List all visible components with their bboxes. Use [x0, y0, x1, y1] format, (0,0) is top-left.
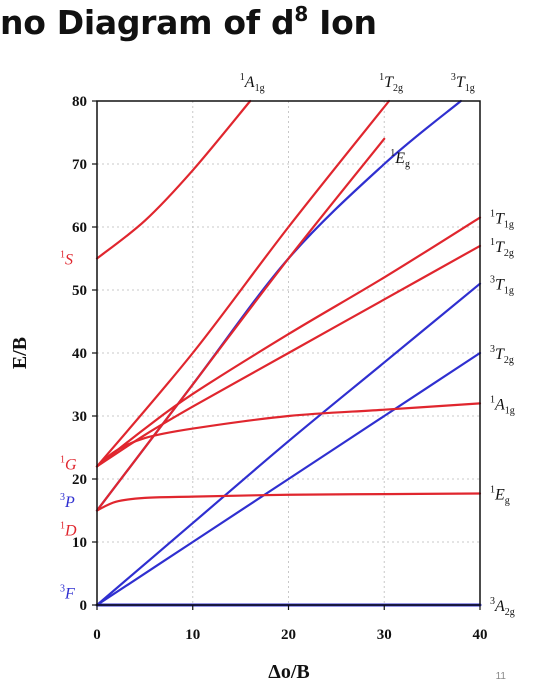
series-line-3T1g	[95, 282, 482, 607]
slide-number: 11	[495, 671, 506, 682]
series-line-1A1g	[95, 99, 252, 260]
state-label: 1T2g	[379, 72, 403, 94]
y-tick-label: 80	[72, 94, 87, 110]
series-line-1T1g	[95, 216, 482, 468]
x-axis-title: Δo/B	[268, 661, 309, 683]
slide-title-superscript: 8	[294, 2, 308, 26]
y-axis-title: E/B	[9, 337, 31, 369]
y-tick-label: 60	[72, 220, 87, 236]
y-tick-label: 30	[72, 409, 87, 425]
x-tick-label: 0	[93, 627, 101, 643]
series-line-1T2g	[95, 244, 482, 468]
state-label: 1A1g	[240, 72, 265, 94]
x-tick-label: 40	[473, 627, 488, 643]
y-tick-label: 70	[72, 157, 87, 173]
series-line-1T2g	[95, 99, 391, 468]
state-label: 3T2g	[490, 344, 514, 366]
free-ion-terms: 3F 3P 1D 1G 1S	[60, 250, 77, 603]
state-labels: 3A2g 3T2g 3T1g 3T1g 1Eg 1A1g 1T2g 1T1g 1T2g 1Eg 1A…	[240, 72, 515, 618]
x-tick-label: 20	[281, 627, 296, 643]
state-label: 1T2g	[490, 237, 514, 259]
slide-title: no Diagram of d8 Ion	[0, 0, 377, 46]
series-line-1Eg	[95, 137, 386, 512]
state-label: 1Eg	[490, 484, 510, 506]
state-label: 3A2g	[490, 596, 515, 618]
free-ion-term-1D: 1D	[60, 520, 77, 539]
tick-labels: 0 10 20 30 40 0 10 20 30 40 50 60 70 80	[72, 94, 488, 643]
state-label: 1Eg	[390, 148, 410, 170]
y-tick-label: 40	[72, 346, 87, 362]
y-tick-label: 50	[72, 283, 87, 299]
tanabe-sugano-chart: 0 10 20 30 40 0 10 20 30 40 50 60 70 80 3F 3P 1D 1G 1S 3A…	[9, 72, 515, 683]
state-label: 1T1g	[490, 209, 514, 231]
slide-title-text: no Diagram of d	[0, 3, 295, 42]
free-ion-term-3F: 3F	[60, 583, 75, 602]
series-line-1Eg	[95, 492, 482, 512]
y-tick-label: 10	[72, 535, 87, 551]
state-label: 3T1g	[451, 72, 475, 94]
y-tick-label: 20	[72, 472, 87, 488]
y-tick-label: 0	[80, 598, 88, 614]
x-tick-label: 10	[185, 627, 200, 643]
series-line-3T2g	[95, 351, 482, 607]
state-label: 1A1g	[490, 394, 515, 416]
x-tick-label: 30	[377, 627, 392, 643]
state-label: 3T1g	[490, 275, 514, 297]
slide-title-suffix: Ion	[307, 3, 377, 42]
free-ion-term-1S: 1S	[60, 250, 73, 269]
free-ion-term-1G: 1G	[60, 454, 77, 473]
free-ion-term-3P: 3P	[60, 492, 75, 511]
